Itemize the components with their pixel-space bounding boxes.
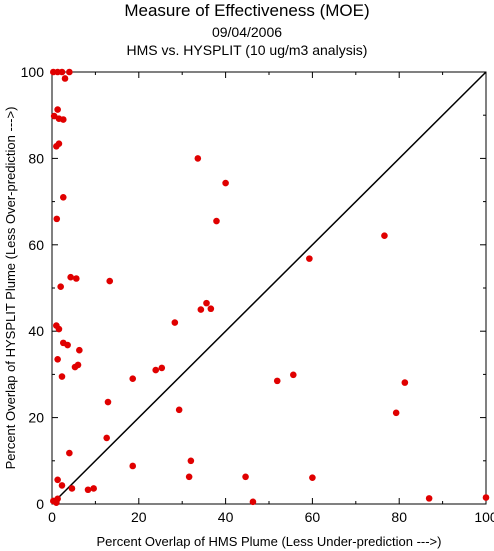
y-tick-label: 80	[28, 150, 44, 166]
data-point	[207, 305, 215, 313]
diagonal-reference-line	[51, 71, 487, 505]
data-point	[90, 485, 97, 492]
data-point	[66, 449, 73, 457]
data-point	[57, 283, 64, 291]
data-point	[71, 363, 79, 371]
data-point	[175, 406, 183, 414]
chart-date: 09/04/2006	[211, 24, 283, 40]
data-point	[249, 498, 257, 506]
data-point	[306, 255, 313, 262]
data-point	[64, 341, 71, 349]
x-tick-label: 40	[218, 509, 234, 525]
data-point	[53, 215, 61, 223]
data-point	[381, 232, 388, 240]
data-point	[425, 495, 433, 502]
data-point	[185, 473, 193, 481]
data-point	[53, 499, 60, 507]
x-axis-label: Percent Overlap of HMS Plume (Less Under…	[97, 534, 442, 549]
y-tick-label: 0	[36, 496, 44, 512]
data-point	[273, 377, 281, 385]
data-point	[58, 68, 66, 76]
data-point	[54, 476, 61, 484]
data-point	[222, 179, 229, 187]
data-point	[67, 273, 74, 281]
data-point	[61, 75, 69, 82]
x-tick-label: 0	[48, 509, 56, 525]
x-tick-label: 60	[305, 509, 321, 525]
data-point	[197, 306, 205, 313]
data-point	[84, 486, 92, 494]
data-point	[242, 473, 249, 481]
data-point	[171, 319, 179, 326]
data-point	[103, 434, 110, 442]
data-point	[55, 140, 63, 148]
data-point	[66, 68, 73, 76]
data-point	[58, 482, 66, 489]
data-point	[203, 299, 210, 307]
data-point	[55, 325, 63, 333]
y-tick-label: 60	[28, 237, 44, 253]
data-point	[213, 217, 220, 225]
chart-title: Measure of Effectiveness (MOE)	[124, 1, 370, 20]
data-point	[309, 474, 316, 481]
data-point	[68, 485, 76, 492]
data-point	[106, 277, 114, 285]
data-point	[152, 366, 160, 374]
data-point	[482, 494, 490, 501]
data-point	[290, 371, 297, 379]
data-point	[187, 457, 195, 465]
data-point	[194, 155, 202, 162]
data-point	[54, 355, 61, 363]
data-point	[76, 346, 83, 354]
x-tick-label: 80	[391, 509, 407, 525]
data-point	[59, 116, 67, 123]
x-tick-label: 100	[474, 509, 494, 525]
data-point	[58, 373, 66, 380]
data-point	[401, 379, 409, 386]
data-point	[59, 193, 67, 201]
data-point	[104, 398, 112, 406]
chart-subtitle: HMS vs. HYSPLIT (10 ug/m3 analysis)	[126, 42, 368, 58]
data-point	[129, 462, 137, 470]
x-tick-label: 20	[131, 509, 147, 525]
y-tick-label: 20	[28, 410, 44, 426]
y-tick-label: 40	[28, 323, 44, 339]
data-point	[392, 409, 400, 417]
data-point	[158, 364, 166, 372]
y-axis-label: Percent Overlap of HYSPLIT Plume (Less O…	[3, 107, 18, 470]
data-point	[129, 375, 137, 383]
y-tick-label: 100	[21, 64, 45, 80]
data-point	[54, 106, 61, 113]
data-point	[73, 275, 80, 282]
